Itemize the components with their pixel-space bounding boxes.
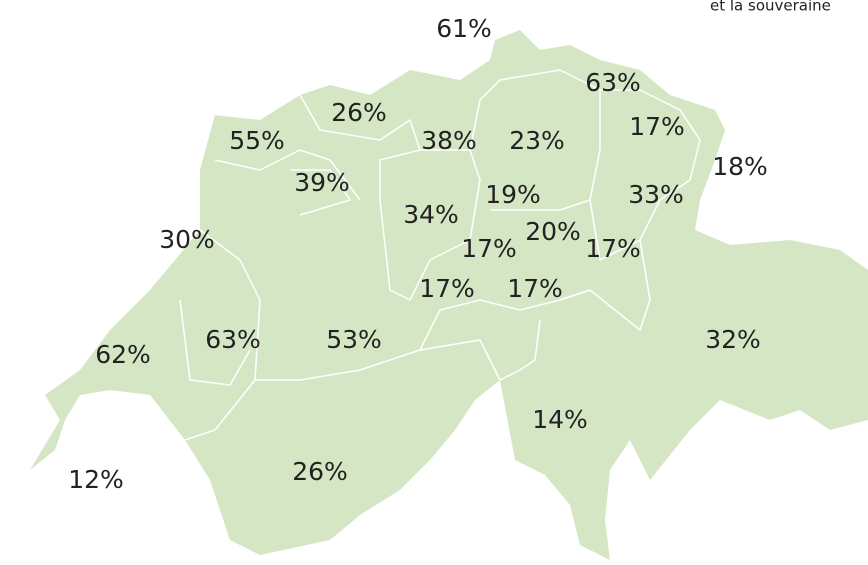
region-label: 17% — [585, 234, 641, 263]
region-label: 33% — [628, 180, 684, 209]
region-label: 17% — [507, 274, 563, 303]
labels: 61% 63% 26% 55% 38% 23% 17% 18% 39% 19% … — [68, 14, 768, 494]
region-label: 30% — [159, 225, 215, 254]
region-label: 34% — [403, 200, 459, 229]
header-text: et la souveraine — [710, 0, 831, 15]
region-label: 14% — [532, 405, 588, 434]
region-label: 63% — [205, 325, 261, 354]
region-label: 17% — [629, 112, 685, 141]
region-label: 23% — [509, 126, 565, 155]
region-label: 38% — [421, 126, 477, 155]
region-label: 17% — [461, 234, 517, 263]
region-label: 39% — [294, 168, 350, 197]
region-label: 26% — [292, 457, 348, 486]
region-label: 18% — [712, 152, 768, 181]
region-label: 19% — [485, 180, 541, 209]
country-shape — [30, 30, 868, 560]
region-label: 55% — [229, 126, 285, 155]
region-label: 17% — [419, 274, 475, 303]
canton-borders — [179, 69, 701, 441]
region-label: 12% — [68, 465, 124, 494]
region-label: 53% — [326, 325, 382, 354]
region-label: 62% — [95, 340, 151, 369]
region-label: 20% — [525, 217, 581, 246]
region-label: 32% — [705, 325, 761, 354]
region-label: 63% — [585, 68, 641, 97]
region-label: 26% — [331, 98, 387, 127]
region-label: 61% — [436, 14, 492, 43]
